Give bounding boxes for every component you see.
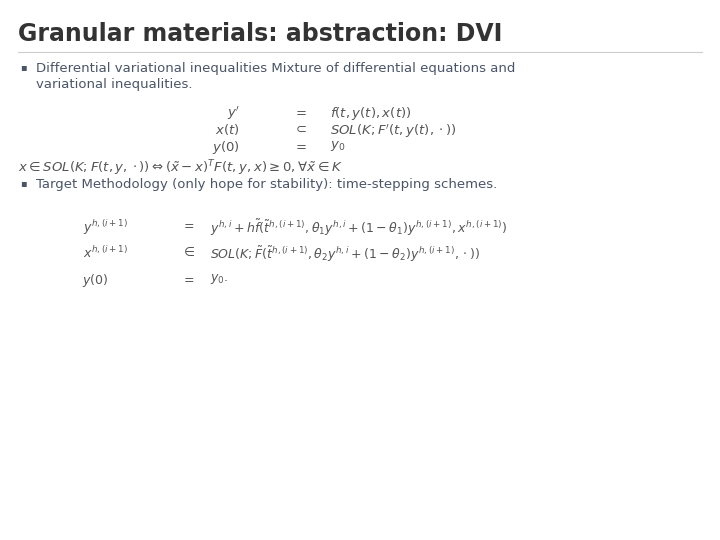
Text: $\subset$: $\subset$ <box>293 122 307 135</box>
Text: Granular materials: abstraction: DVI: Granular materials: abstraction: DVI <box>18 22 503 46</box>
Text: $x \in SOL(K; F(t,y,\cdot)) \Leftrightarrow (\tilde{x}-x)^T F(t,y,x) \geq 0, \fo: $x \in SOL(K; F(t,y,\cdot)) \Leftrightar… <box>18 158 343 178</box>
Text: $y_0$: $y_0$ <box>330 139 346 153</box>
Text: $y^{h,i} + h\tilde{f}(\tilde{t}^{h,(i+1)}, \theta_1 y^{h,i} + (1-\theta_1)y^{h,(: $y^{h,i} + h\tilde{f}(\tilde{t}^{h,(i+1)… <box>210 218 508 239</box>
Text: $f(t, y(t), x(t))$: $f(t, y(t), x(t))$ <box>330 105 411 122</box>
Text: $y_0.$: $y_0.$ <box>210 272 228 286</box>
Text: $x^{h,(i+1)}$: $x^{h,(i+1)}$ <box>83 245 128 261</box>
Text: ▪: ▪ <box>20 62 27 72</box>
Text: $=$: $=$ <box>293 139 307 152</box>
Text: ▪: ▪ <box>20 178 27 188</box>
Text: $SOL(K; F'(t, y(t), \cdot))$: $SOL(K; F'(t, y(t), \cdot))$ <box>330 122 456 139</box>
Text: $=$: $=$ <box>293 105 307 118</box>
Text: $x(t)$: $x(t)$ <box>215 122 240 137</box>
Text: $=$: $=$ <box>181 272 195 285</box>
Text: $y(0)$: $y(0)$ <box>212 139 240 156</box>
Text: variational inequalities.: variational inequalities. <box>36 78 192 91</box>
Text: $=$: $=$ <box>181 218 195 231</box>
Text: $y'$: $y'$ <box>227 105 240 123</box>
Text: $y^{h,(i+1)}$: $y^{h,(i+1)}$ <box>83 218 128 237</box>
Text: $y(0)$: $y(0)$ <box>81 272 108 289</box>
Text: $\in$: $\in$ <box>181 245 195 259</box>
Text: Differential variational inequalities Mixture of differential equations and: Differential variational inequalities Mi… <box>36 62 516 75</box>
Text: $SOL(K; \tilde{F}(\tilde{t}^{h,(i+1)}, \theta_2 y^{h,i} + (1-\theta_2)y^{h,(i+1): $SOL(K; \tilde{F}(\tilde{t}^{h,(i+1)}, \… <box>210 245 480 265</box>
Text: Target Methodology (only hope for stability): time-stepping schemes.: Target Methodology (only hope for stabil… <box>36 178 498 191</box>
